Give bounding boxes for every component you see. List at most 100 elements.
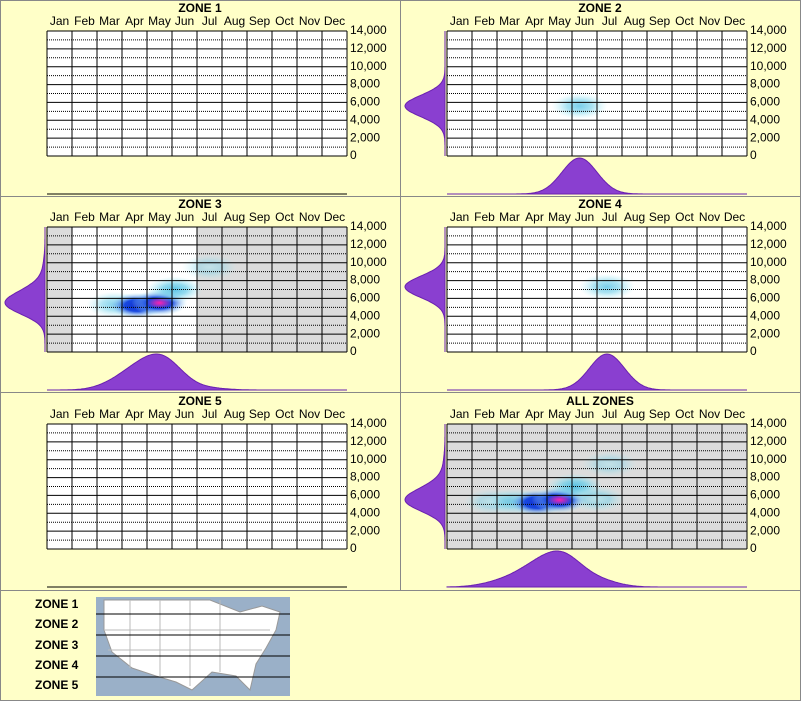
x-tick-label: Apr — [525, 14, 544, 28]
elevation-distribution — [404, 31, 446, 156]
x-tick-label: Oct — [275, 210, 294, 224]
panel-title: ZONE 4 — [578, 197, 622, 211]
month-distribution — [447, 353, 747, 391]
panel-title: ZONE 3 — [178, 197, 222, 211]
x-tick-label: Dec — [724, 407, 745, 421]
x-tick-label: Jul — [602, 407, 617, 421]
y-tick-label: 6,000 — [750, 95, 780, 109]
shaded-month — [722, 424, 747, 549]
legend-label: ZONE 2 — [35, 617, 79, 631]
y-tick-label: 2,000 — [750, 130, 780, 144]
y-tick-label: 2,000 — [750, 523, 780, 537]
shaded-month — [272, 227, 297, 352]
x-tick-label: Mar — [499, 14, 520, 28]
x-tick-label: Feb — [74, 210, 95, 224]
x-tick-label: Mar — [99, 407, 120, 421]
y-tick-label: 12,000 — [350, 237, 387, 251]
x-tick-label: Nov — [699, 210, 720, 224]
y-tick-label: 8,000 — [350, 470, 380, 484]
x-tick-label: Aug — [224, 210, 245, 224]
shaded-month — [522, 424, 547, 549]
x-tick-label: Apr — [125, 14, 144, 28]
heat-spot — [146, 276, 203, 303]
y-tick-label: 4,000 — [750, 308, 780, 322]
x-tick-label: Jun — [575, 14, 594, 28]
y-tick-label: 12,000 — [350, 434, 387, 448]
x-tick-label: Aug — [624, 14, 645, 28]
heat-spot — [581, 451, 638, 478]
x-tick-label: Sep — [249, 407, 271, 421]
heat-layer — [86, 254, 238, 319]
x-tick-label: Apr — [525, 210, 544, 224]
x-tick-label: Jan — [50, 407, 69, 421]
y-tick-label: 10,000 — [350, 452, 387, 466]
x-tick-label: Sep — [649, 210, 671, 224]
y-tick-label: 12,000 — [750, 237, 787, 251]
y-tick-label: 14,000 — [750, 219, 787, 233]
x-tick-label: Aug — [224, 14, 245, 28]
x-tick-label: Feb — [74, 407, 95, 421]
heat-layer — [551, 93, 608, 119]
y-tick-label: 14,000 — [350, 219, 387, 233]
x-tick-label: May — [148, 210, 171, 224]
x-tick-label: Nov — [299, 210, 320, 224]
x-tick-label: Jan — [450, 210, 469, 224]
x-tick-label: May — [548, 14, 571, 28]
y-tick-label: 8,000 — [750, 273, 780, 287]
y-tick-label: 8,000 — [350, 77, 380, 91]
shaded-month — [322, 227, 347, 352]
month-distribution — [446, 550, 747, 588]
x-tick-label: Jul — [202, 14, 217, 28]
x-tick-label: Aug — [224, 407, 245, 421]
shaded-month — [222, 227, 247, 352]
y-tick-label: 6,000 — [750, 488, 780, 502]
x-tick-label: Jul — [202, 407, 217, 421]
x-tick-label: Jun — [175, 407, 194, 421]
x-tick-label: Jun — [575, 407, 594, 421]
x-tick-label: Jul — [602, 14, 617, 28]
y-tick-label: 14,000 — [350, 23, 387, 37]
y-tick-label: 12,000 — [750, 41, 787, 55]
elevation-distribution — [404, 424, 446, 549]
x-tick-label: Sep — [649, 14, 671, 28]
y-tick-label: 14,000 — [750, 416, 787, 430]
shaded-month — [472, 424, 497, 549]
x-tick-label: Apr — [125, 407, 144, 421]
x-tick-label: Oct — [675, 210, 694, 224]
x-tick-label: Jan — [450, 407, 469, 421]
y-tick-label: 12,000 — [750, 434, 787, 448]
map-land — [103, 599, 281, 691]
panel-title: ZONE 2 — [578, 1, 622, 15]
panel-title: ZONE 5 — [178, 394, 222, 408]
x-tick-label: Feb — [474, 407, 495, 421]
y-tick-label: 10,000 — [350, 59, 387, 73]
shaded-month — [622, 424, 647, 549]
x-tick-label: Mar — [499, 407, 520, 421]
x-tick-label: May — [148, 14, 171, 28]
legend-label: ZONE 5 — [35, 678, 79, 692]
panel-title: ZONE 1 — [178, 1, 222, 15]
legend-label: ZONE 4 — [35, 658, 79, 672]
x-tick-label: May — [548, 210, 571, 224]
y-tick-label: 8,000 — [350, 273, 380, 287]
heat-spot — [551, 93, 608, 119]
y-tick-label: 10,000 — [350, 255, 387, 269]
y-tick-label: 6,000 — [350, 488, 380, 502]
y-tick-label: 10,000 — [750, 255, 787, 269]
x-tick-label: Feb — [74, 14, 95, 28]
y-tick-label: 0 — [350, 148, 357, 162]
y-tick-label: 4,000 — [750, 505, 780, 519]
elevation-distribution — [4, 227, 46, 352]
x-tick-label: Nov — [699, 407, 720, 421]
y-tick-label: 4,000 — [350, 112, 380, 126]
x-tick-label: Nov — [699, 14, 720, 28]
x-tick-label: Nov — [299, 407, 320, 421]
y-tick-label: 4,000 — [750, 112, 780, 126]
x-tick-label: Feb — [474, 14, 495, 28]
legend-label: ZONE 3 — [35, 638, 79, 652]
x-tick-label: Jul — [602, 210, 617, 224]
shaded-month — [672, 424, 697, 549]
y-tick-label: 2,000 — [350, 523, 380, 537]
